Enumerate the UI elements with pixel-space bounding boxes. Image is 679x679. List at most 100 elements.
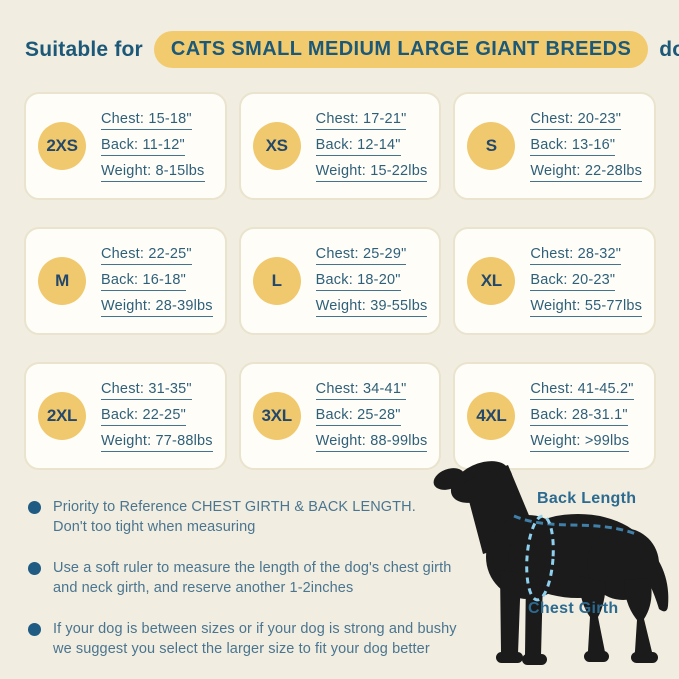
size-badge: 3XL xyxy=(252,392,301,440)
measure-label: Chest: xyxy=(315,245,359,262)
note-line: Don't too tight when measuring xyxy=(53,519,256,535)
back-line: Back: 25-28" xyxy=(315,406,401,426)
back-length-label: Back Length xyxy=(537,490,637,507)
note-line: If your dog is between sizes or if your … xyxy=(53,621,457,637)
measure-value: >99lbs xyxy=(584,432,630,449)
measure-value: 13-16" xyxy=(571,136,616,153)
measure-label: Chest: xyxy=(530,110,574,127)
size-badge: L xyxy=(252,257,301,305)
measure-column: Chest: 34-41" Back: 25-28" Weight: 88-99… xyxy=(315,381,428,452)
weight-line: Weight: 15-22lbs xyxy=(315,162,428,182)
weight-line: Weight: 22-28lbs xyxy=(530,162,643,182)
measure-label: Back: xyxy=(530,406,568,423)
measure-value: 17-21" xyxy=(363,110,407,127)
back-line: Back: 20-23" xyxy=(530,271,616,291)
chest-line: Chest: 41-45.2" xyxy=(530,380,634,400)
measure-value: 39-55lbs xyxy=(370,297,428,314)
header-highlight-pill: CATS SMALL MEDIUM LARGE GIANT BREEDS xyxy=(153,31,649,68)
measure-label: Chest: xyxy=(315,110,359,127)
chest-girth-label: Chest Girth xyxy=(528,600,619,617)
measure-label: Chest: xyxy=(101,380,145,397)
chest-line: Chest: 34-41" xyxy=(315,381,407,400)
measure-label: Weight: xyxy=(101,162,152,179)
size-grid: 2XS Chest: 15-18" Back: 11-12" Weight: 8… xyxy=(24,92,656,470)
note-text: If your dog is between sizes or if your … xyxy=(53,619,457,659)
size-card-s: S Chest: 20-23" Back: 13-16" Weight: 22-… xyxy=(453,92,656,200)
back-line: Back: 12-14" xyxy=(315,136,401,156)
chest-line: Chest: 31-35" xyxy=(101,381,192,400)
size-badge: 2XS xyxy=(38,122,86,170)
measure-value: 15-18" xyxy=(148,110,192,127)
measure-value: 25-28" xyxy=(357,406,401,423)
measure-column: Chest: 28-32" Back: 20-23" Weight: 55-77… xyxy=(530,245,643,317)
size-card-m: M Chest: 22-25" Back: 16-18" Weight: 28-… xyxy=(24,227,227,335)
size-badge: 4XL xyxy=(467,392,516,440)
weight-line: Weight: 55-77lbs xyxy=(530,297,643,317)
measure-label: Back: xyxy=(315,406,353,423)
measure-value: 20-23" xyxy=(571,271,616,288)
note-line: Use a soft ruler to measure the length o… xyxy=(53,560,452,576)
measure-column: Chest: 22-25" Back: 16-18" Weight: 28-39… xyxy=(101,246,213,317)
size-card-xs: XS Chest: 17-21" Back: 12-14" Weight: 15… xyxy=(238,92,442,200)
size-badge: XL xyxy=(467,257,516,305)
chest-line: Chest: 15-18" xyxy=(101,111,192,130)
measure-label: Back: xyxy=(101,136,139,153)
measure-label: Chest: xyxy=(530,380,574,397)
back-length-dash-line xyxy=(513,514,637,536)
measure-value: 28-31.1" xyxy=(571,406,628,423)
note-line: and neck girth, and reserve another 1-2i… xyxy=(53,580,354,596)
dog-diagram xyxy=(428,452,679,679)
measure-value: 16-18" xyxy=(142,271,186,288)
measure-label: Chest: xyxy=(101,245,145,262)
measure-label: Back: xyxy=(101,406,139,423)
chest-line: Chest: 25-29" xyxy=(315,245,407,265)
measuring-notes: Priority to Reference CHEST GIRTH & BACK… xyxy=(28,497,460,659)
measure-label: Weight: xyxy=(530,432,581,449)
back-line: Back: 16-18" xyxy=(101,272,186,291)
note-item: Use a soft ruler to measure the length o… xyxy=(28,558,460,598)
measure-label: Weight: xyxy=(101,297,152,314)
header: Suitable for CATS SMALL MEDIUM LARGE GIA… xyxy=(25,31,679,68)
header-highlight-text: CATS SMALL MEDIUM LARGE GIANT BREEDS xyxy=(170,38,632,60)
measure-label: Back: xyxy=(315,136,353,153)
chest-line: Chest: 17-21" xyxy=(315,110,407,130)
measure-label: Weight: xyxy=(101,432,152,449)
measure-label: Weight: xyxy=(315,162,366,179)
measure-label: Weight: xyxy=(530,162,581,179)
note-line: Priority to Reference CHEST GIRTH & BACK… xyxy=(53,499,416,515)
measure-column: Chest: 17-21" Back: 12-14" Weight: 15-22… xyxy=(315,110,428,182)
header-suffix: dogs xyxy=(659,37,679,61)
measure-value: 28-39lbs xyxy=(155,297,213,314)
measure-label: Chest: xyxy=(530,245,574,262)
chest-line: Chest: 28-32" xyxy=(530,245,622,265)
note-item: Priority to Reference CHEST GIRTH & BACK… xyxy=(28,497,460,537)
bullet-dot-icon xyxy=(28,562,41,575)
note-line: we suggest you select the larger size to… xyxy=(53,641,430,657)
bullet-dot-icon xyxy=(28,623,41,636)
measure-label: Back: xyxy=(101,271,139,288)
size-card-4xl: 4XL Chest: 41-45.2" Back: 28-31.1" Weigh… xyxy=(453,362,656,470)
measure-value: 12-14" xyxy=(357,136,401,153)
measure-value: 22-25" xyxy=(148,245,192,262)
measure-column: Chest: 31-35" Back: 22-25" Weight: 77-88… xyxy=(101,381,213,452)
size-card-3xl: 3XL Chest: 34-41" Back: 25-28" Weight: 8… xyxy=(238,362,442,470)
measure-label: Chest: xyxy=(101,110,145,127)
measure-value: 8-15lbs xyxy=(155,162,205,179)
weight-line: Weight: 88-99lbs xyxy=(315,433,428,452)
measure-value: 41-45.2" xyxy=(577,380,634,397)
note-item: If your dog is between sizes or if your … xyxy=(28,619,460,659)
measure-label: Back: xyxy=(530,271,568,288)
measure-label: Weight: xyxy=(530,297,581,314)
size-badge: 2XL xyxy=(38,392,86,440)
header-prefix: Suitable for xyxy=(25,37,143,61)
weight-line: Weight: 28-39lbs xyxy=(101,298,213,317)
chest-girth-dash-ellipse xyxy=(525,514,555,602)
size-card-2xl: 2XL Chest: 31-35" Back: 22-25" Weight: 7… xyxy=(24,362,227,470)
measure-value: 25-29" xyxy=(363,245,407,262)
back-line: Back: 22-25" xyxy=(101,407,186,426)
weight-line: Weight: 8-15lbs xyxy=(101,163,205,182)
back-line: Back: 28-31.1" xyxy=(530,406,628,426)
measure-value: 31-35" xyxy=(148,380,192,397)
dog-silhouette-image xyxy=(433,461,669,665)
